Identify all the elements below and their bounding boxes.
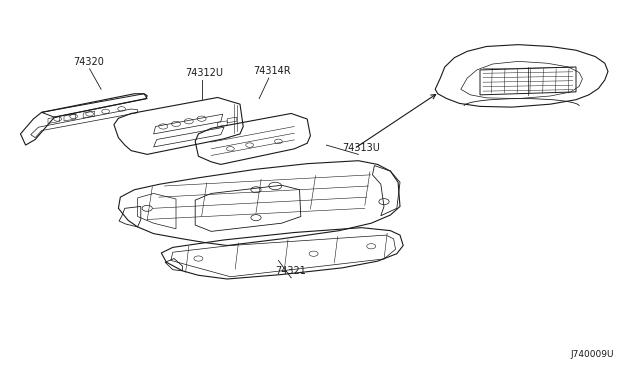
Text: 74314R: 74314R — [253, 66, 291, 76]
Text: 74320: 74320 — [74, 57, 104, 67]
Text: 74312U: 74312U — [186, 68, 223, 78]
Text: 74321: 74321 — [275, 266, 306, 276]
Text: 74313U: 74313U — [342, 142, 380, 153]
Text: J740009U: J740009U — [571, 350, 614, 359]
